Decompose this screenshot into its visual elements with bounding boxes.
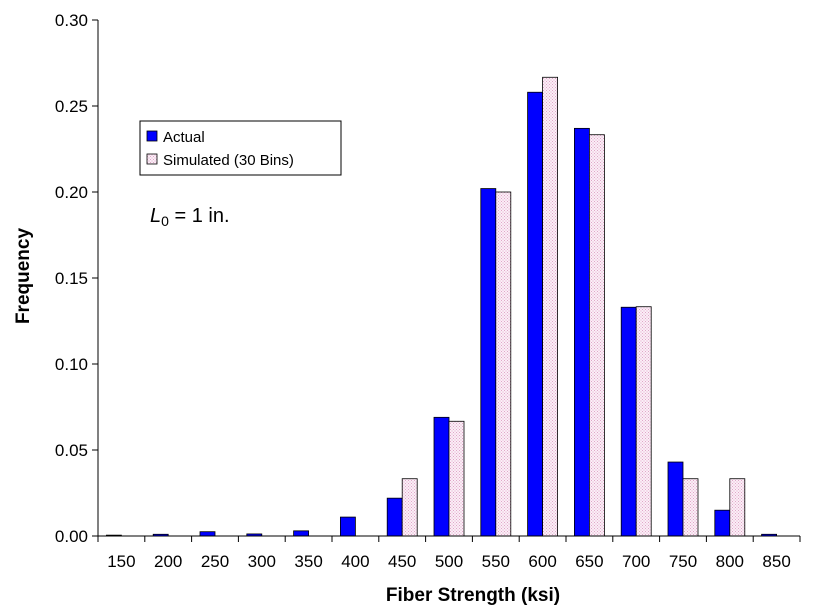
bar-simulated [542, 76, 558, 537]
legend-swatch-simulated [146, 153, 158, 165]
legend: Actual Simulated (30 Bins) [139, 120, 342, 176]
x-tick-label: 300 [248, 552, 276, 571]
y-tick-label: 0.00 [55, 527, 88, 546]
x-tick-label: 750 [669, 552, 697, 571]
x-tick-label: 450 [388, 552, 416, 571]
bar-actual [433, 416, 450, 537]
bar-actual [386, 497, 403, 537]
x-tick-label: 200 [154, 552, 182, 571]
legend-label-actual: Actual [163, 129, 205, 146]
bar-actual [339, 516, 356, 537]
legend-box [139, 120, 342, 176]
x-tick-label: 600 [528, 552, 556, 571]
bar-simulated [635, 306, 652, 537]
y-axis-title: Frequency [13, 228, 34, 325]
bar-simulated [729, 478, 746, 537]
x-tick-label: 800 [716, 552, 744, 571]
y-tick-label: 0.30 [55, 11, 88, 30]
bar-actual [527, 91, 543, 537]
y-tick-label: 0.15 [55, 269, 88, 288]
x-tick-label: 400 [341, 552, 369, 571]
y-tick-label: 0.20 [55, 183, 88, 202]
x-tick-label: 500 [435, 552, 463, 571]
bar-simulated [495, 191, 512, 537]
bar-actual [574, 127, 590, 537]
bar-actual [620, 306, 637, 537]
length-annotation: L0 = 1 in. [150, 205, 230, 229]
bar-actual [293, 530, 310, 537]
bar-simulated [682, 478, 699, 537]
x-tick-label: 250 [201, 552, 229, 571]
annotation-subscript: 0 [161, 213, 169, 229]
legend-label-simulated: Simulated (30 Bins) [163, 152, 294, 169]
bar-actual [199, 531, 216, 537]
x-tick-label: 650 [575, 552, 603, 571]
x-tick-label: 700 [622, 552, 650, 571]
annotation-symbol: L [150, 205, 161, 227]
y-tick-label: 0.25 [55, 97, 88, 116]
bar-actual [480, 188, 497, 537]
x-tick-label: 150 [107, 552, 135, 571]
bar-simulated [448, 420, 465, 537]
x-tick-label: 850 [762, 552, 790, 571]
bar-actual [714, 509, 731, 537]
bars [106, 76, 777, 537]
x-tick-label: 550 [482, 552, 510, 571]
annotation-text: = 1 in. [169, 205, 230, 227]
bar-actual [667, 461, 684, 537]
y-axis-ticks: 0.00 0.05 0.10 0.15 0.20 0.25 0.30 [55, 11, 98, 546]
x-tick-label: 350 [294, 552, 322, 571]
bar-simulated [401, 478, 418, 537]
y-tick-label: 0.10 [55, 355, 88, 374]
x-axis-ticks: 150 200 250 300 350 400 450 500 550 600 650 700 750 8… [97, 536, 801, 571]
y-tick-label: 0.05 [55, 441, 88, 460]
x-axis-title: Fiber Strength (ksi) [386, 585, 560, 606]
bar-simulated [589, 134, 605, 537]
legend-swatch-actual [146, 130, 158, 142]
